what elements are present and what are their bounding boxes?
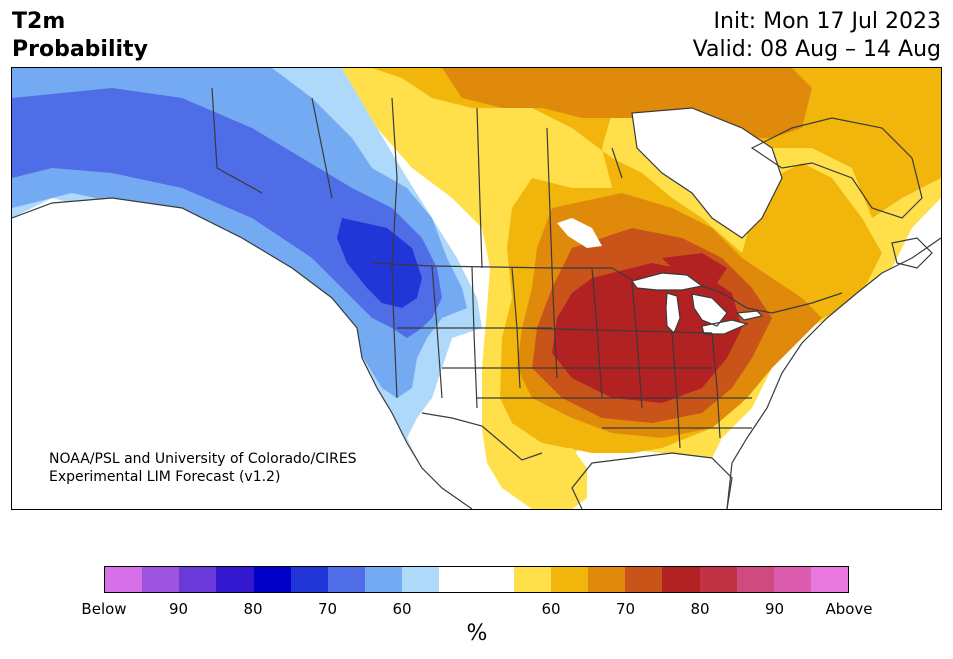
colorbar-cell [179,567,217,592]
colorbar-tick-label: 60 [392,600,412,618]
colorbar-cell [588,567,626,592]
gulf-coastline [571,452,733,509]
colorbar-cell [773,567,811,592]
probability-map [12,68,941,509]
credit-line-2: Experimental LIM Forecast (v1.2) [49,469,281,485]
atlantic-ocean [732,238,941,509]
colorbar-cell [402,567,440,592]
colorbar-cell [810,567,849,592]
colorbar-tick-label: 80 [690,600,710,618]
colorbar-cell [142,567,180,592]
colorbar-cell [550,567,589,592]
mexico-land [432,418,582,509]
credit-line-1: NOAA/PSL and University of Colorado/CIRE… [49,451,357,467]
colorbar-cell [105,567,143,592]
lake-outlines [631,272,764,335]
init-date: Init: Mon 17 Jul 2023 [713,9,941,34]
hudson-bay [632,108,782,238]
map-borders [12,87,941,509]
credit-text: NOAA/PSL and University of Colorado/CIRE… [49,450,357,486]
colorbar-cell [439,567,477,592]
map-title: T2m Probability [12,8,148,64]
arctic-islands [750,117,923,219]
cold-80-region [12,88,442,338]
colorbar-unit: % [466,621,488,646]
us-mexico-border [421,412,543,461]
forecast-dates: Init: Mon 17 Jul 2023 Valid: 08 Aug – 14… [693,8,941,64]
colorbar-cell [290,567,328,592]
valid-range: Valid: 08 Aug – 14 Aug [692,37,941,62]
colorbar-cell [476,567,514,592]
variable-label: T2m [12,9,66,34]
map-panel [11,67,942,510]
colorbar-tick-label: 60 [541,600,561,618]
lake-superior [632,273,702,290]
colorbar [104,566,849,593]
colorbar-cell [216,567,254,592]
colorbar-cell [253,567,291,592]
hudson-bay-coast [631,107,783,239]
us-states [391,265,752,449]
newfoundland [891,237,933,269]
probability-label: Probability [12,37,148,62]
colorbar-tick-label: 90 [168,600,189,618]
colorbar-tick-label: 70 [317,600,338,618]
canada-provinces [211,87,623,269]
colorbar-tick-label: Above [825,600,873,618]
lake-michigan [666,293,680,333]
colorbar-cell [365,567,403,592]
colorbar-cell [699,567,737,592]
colorbar-tick-label: 70 [615,600,636,618]
colorbar-cell [513,567,551,592]
colorbar-tick-label: Below [81,600,127,618]
colorbar-tick-label: 90 [764,600,785,618]
colorbar-tick-label: 80 [243,600,263,618]
west-coastline [12,197,473,509]
us-canada-border [371,262,843,314]
colorbar-cell [625,567,663,592]
east-coastline [726,237,941,509]
lake-erie [702,320,747,334]
lake-ontario [737,311,762,320]
pacific-ocean [12,198,472,509]
colorbar-cell [736,567,774,592]
lake-winnipeg [557,218,602,248]
colorbar-cell [662,567,700,592]
colorbar-cell [327,567,366,592]
gulf-of-mexico [572,453,732,509]
